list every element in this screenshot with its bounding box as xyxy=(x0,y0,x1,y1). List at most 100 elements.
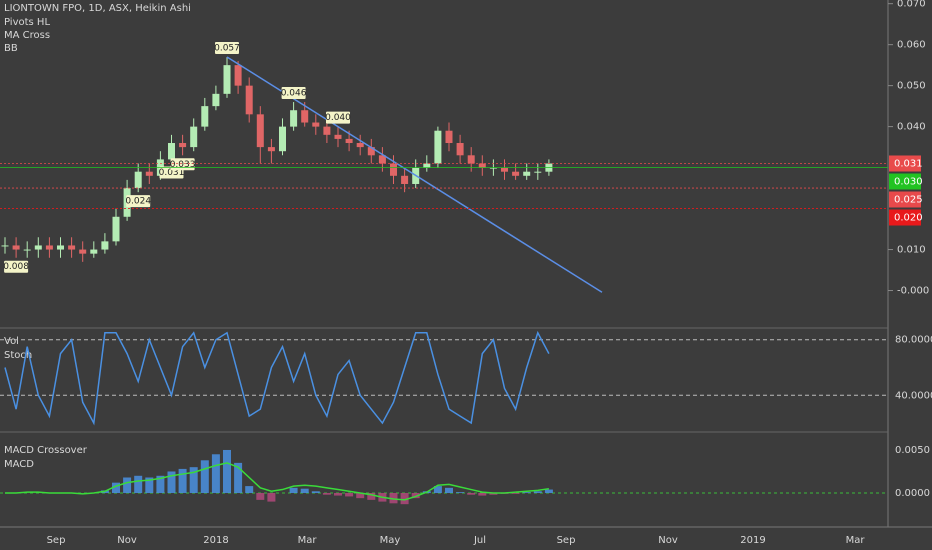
x-tick-label: 2018 xyxy=(203,535,228,546)
y-tick-label: 0.010 xyxy=(897,245,926,256)
macd-histogram-bar xyxy=(245,486,254,493)
macd-histogram-bar xyxy=(456,492,465,493)
x-tick-label: Sep xyxy=(557,535,576,546)
candle-body xyxy=(134,171,142,189)
macd-histogram-bar xyxy=(289,487,298,493)
macd-histogram-bar xyxy=(123,477,132,493)
candle-body xyxy=(256,114,264,148)
macd-histogram-bar xyxy=(467,492,476,495)
pivot-label: 0.033 xyxy=(170,160,196,170)
pivot-badge xyxy=(126,195,151,208)
pivot-badge xyxy=(4,260,29,273)
macd-histogram-bar xyxy=(445,487,453,493)
x-tick-label: Sep xyxy=(47,535,66,546)
pivot-label: 0.031 xyxy=(159,168,185,178)
candle-body xyxy=(423,163,431,168)
candle-body xyxy=(279,126,286,152)
candle-body xyxy=(68,245,76,250)
candle-body xyxy=(445,130,453,144)
macd-histogram-bar xyxy=(533,491,542,493)
candle-body xyxy=(456,143,464,156)
candle-body xyxy=(201,106,209,127)
candle-body xyxy=(390,163,397,176)
candle-body xyxy=(345,138,353,144)
y-tick-label: 0.060 xyxy=(897,40,926,51)
macd-histogram-bar xyxy=(322,492,331,495)
candle-body xyxy=(23,249,31,251)
candle-body xyxy=(112,216,120,242)
x-tick-label: 2019 xyxy=(740,535,765,546)
price-label: 0.031 xyxy=(894,159,923,170)
y-tick-label: 0.040 xyxy=(897,122,926,133)
macd-histogram-bar xyxy=(356,492,365,499)
macd-histogram-bar xyxy=(478,492,487,496)
pivot-label: 0.057 xyxy=(214,43,240,53)
candle-body xyxy=(367,147,375,156)
macd-histogram-bar xyxy=(334,492,342,496)
x-tick-label: May xyxy=(380,535,401,546)
price-label: 0.030 xyxy=(894,177,923,188)
macd-histogram-bar xyxy=(544,489,553,493)
candle-body xyxy=(378,155,386,164)
candle-body xyxy=(212,93,220,107)
price-badge xyxy=(889,209,921,226)
pivot-label: 0.024 xyxy=(125,197,151,207)
candle-body xyxy=(34,245,42,250)
y-tick-label: 0.070 xyxy=(897,0,926,10)
price-badge xyxy=(889,191,921,208)
candle-body xyxy=(401,175,409,184)
y-tick-label: 0.050 xyxy=(897,81,926,92)
candle-body xyxy=(523,171,531,176)
pivot-badge xyxy=(326,111,350,124)
candle-body xyxy=(323,126,331,135)
candle-body xyxy=(79,249,87,254)
candle-body xyxy=(467,155,475,164)
candle-body xyxy=(90,249,98,254)
macd-histogram-bar xyxy=(411,492,420,499)
macd-histogram-bar xyxy=(400,492,409,505)
candle-body xyxy=(101,241,109,250)
candle-body xyxy=(334,134,342,139)
candle-body xyxy=(512,171,520,176)
candle-body xyxy=(312,122,320,127)
macd-histogram-bar xyxy=(189,467,198,493)
pivot-badge xyxy=(281,87,306,100)
candle-body xyxy=(1,245,9,247)
price-badge xyxy=(889,155,921,172)
candle-body xyxy=(267,147,275,152)
pane-label: Stoch xyxy=(4,350,32,361)
macd-histogram-bar xyxy=(433,486,442,493)
macd-histogram-bar xyxy=(345,492,354,497)
candle-body xyxy=(301,110,309,123)
candle-body xyxy=(478,163,486,168)
candle-body xyxy=(234,65,242,86)
y-tick-label: 40.0000 xyxy=(895,390,932,401)
candle-body xyxy=(190,126,198,148)
candle-body xyxy=(290,110,298,127)
candle-body xyxy=(57,245,64,250)
y-tick-label: 80.0000 xyxy=(895,335,932,346)
pane-label: Vol xyxy=(4,336,19,347)
macd-histogram-bar xyxy=(178,468,187,493)
y-tick-label: 0.0050 xyxy=(895,445,930,456)
candle-body xyxy=(45,245,53,250)
candle-body xyxy=(168,143,175,160)
macd-histogram-bar xyxy=(145,477,154,493)
y-tick-label: 0.0000 xyxy=(895,488,930,499)
price-label: 0.025 xyxy=(894,195,923,206)
candle-body xyxy=(179,143,187,148)
indicator-label: MA Cross xyxy=(4,30,50,41)
macd-histogram-bar xyxy=(156,475,165,493)
macd-histogram-bar xyxy=(223,449,231,493)
price-badge xyxy=(889,173,921,190)
macd-histogram-bar xyxy=(489,492,498,495)
indicator-label: Pivots HL xyxy=(4,17,50,28)
stoch-line xyxy=(4,330,550,426)
x-tick-label: Nov xyxy=(658,535,678,546)
macd-line xyxy=(5,462,550,501)
macd-histogram-bar xyxy=(300,488,309,493)
candle-body xyxy=(489,167,497,169)
pivot-label: 0.040 xyxy=(325,113,351,123)
macd-histogram-bar xyxy=(367,492,376,500)
price-label: 0.020 xyxy=(894,213,923,224)
